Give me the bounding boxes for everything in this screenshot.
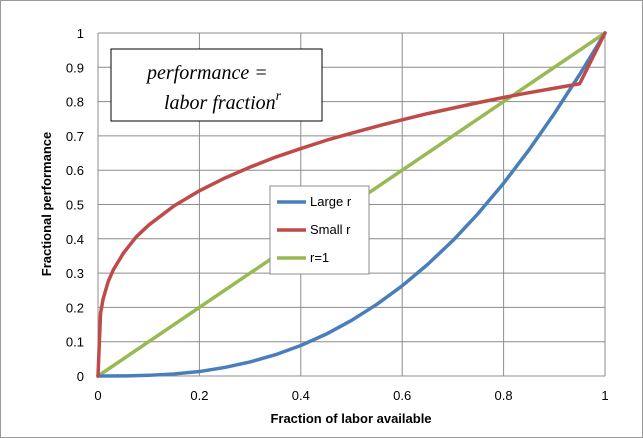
- y-tick-label: 1: [77, 26, 84, 41]
- y-tick-label: 0: [77, 369, 84, 384]
- legend-label-r-equals-1: r=1: [310, 250, 329, 265]
- tick-labels: 0 0.1 0.2 0.3 0.4 0.5 0.6 0.7 0.8 0.9 1 0 0.2 0.4 0.6 0…: [66, 26, 609, 403]
- equation-exponent: r: [276, 89, 282, 104]
- equation-base: labor fraction: [164, 92, 276, 114]
- y-tick-label: 0.2: [66, 300, 84, 315]
- equation-line-1: performance =: [145, 62, 268, 84]
- y-tick-label: 0.9: [66, 60, 84, 75]
- y-tick-label: 0.4: [66, 232, 84, 247]
- legend-label-large-r: Large r: [310, 194, 352, 209]
- y-tick-label: 0.8: [66, 95, 84, 110]
- legend-label-small-r: Small r: [310, 222, 351, 237]
- x-tick-label: 0.2: [190, 388, 208, 403]
- y-tick-label: 0.7: [66, 129, 84, 144]
- y-tick-label: 0.3: [66, 266, 84, 281]
- series-line-small-r: [96, 31, 607, 378]
- x-tick-label: 1: [601, 388, 608, 403]
- axes: [97, 33, 605, 377]
- x-tick-label: 0.4: [292, 388, 310, 403]
- x-tick-label: 0.8: [495, 388, 513, 403]
- x-axis-title: Fraction of labor available: [270, 411, 431, 426]
- equation-annotation: performance = labor fractionr: [110, 48, 323, 122]
- y-axis-title: Fractional performance: [39, 132, 54, 277]
- y-tick-label: 0.6: [66, 163, 84, 178]
- y-tick-label: 0.1: [66, 335, 84, 350]
- equation-line-2: labor fractionr: [164, 89, 282, 114]
- x-tick-label: 0: [94, 388, 101, 403]
- series-line-large-r: [96, 31, 607, 378]
- x-tick-label: 0.6: [393, 388, 411, 403]
- y-tick-label: 0.5: [66, 198, 84, 213]
- equation-box: [110, 48, 323, 122]
- legend: Large r Small r r=1: [269, 185, 370, 275]
